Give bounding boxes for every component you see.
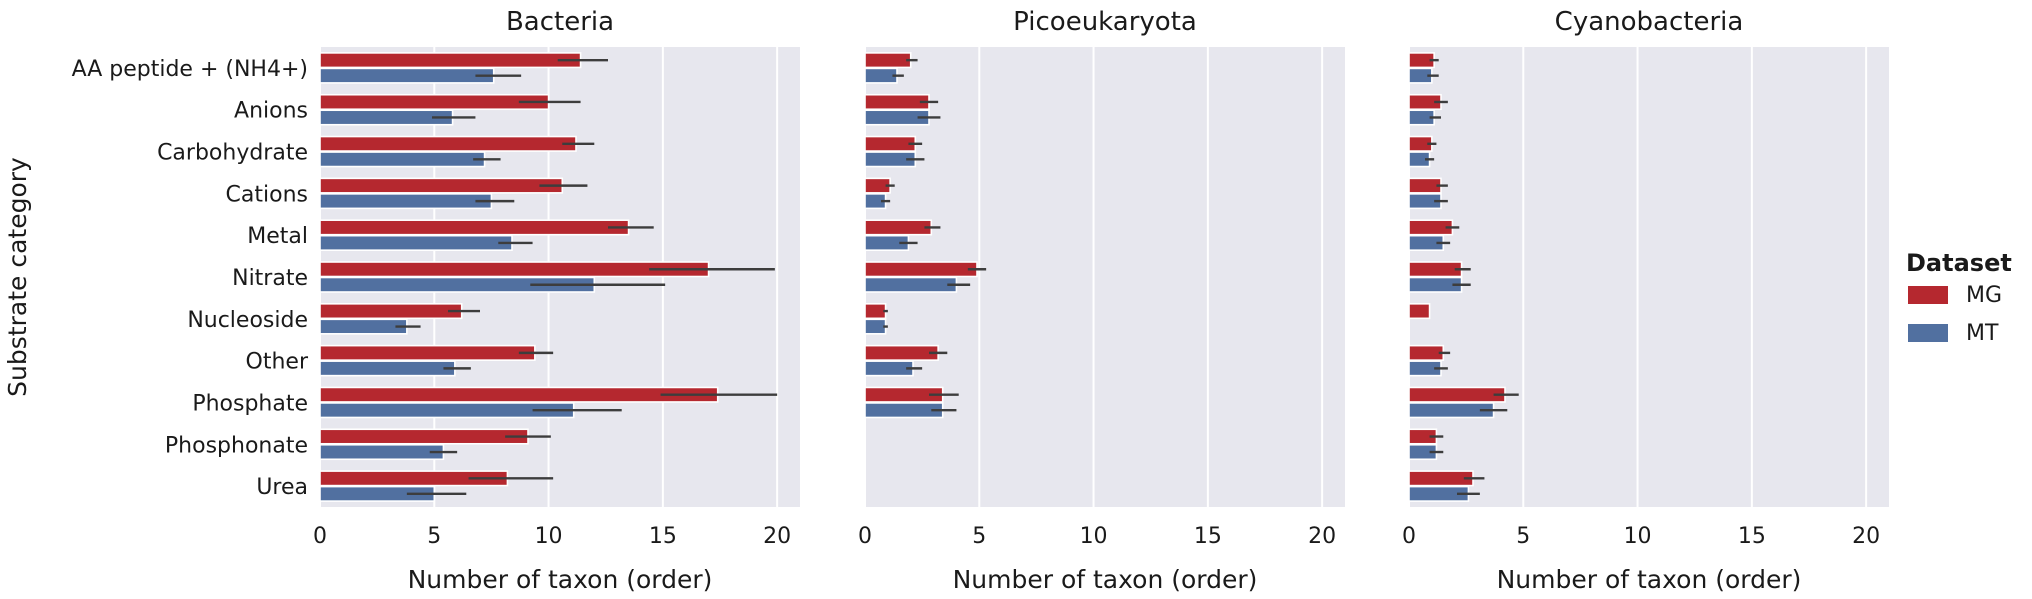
bar-mg — [319, 135, 577, 152]
bar-mg — [864, 303, 887, 320]
x-tick-label: 20 — [1852, 524, 1880, 549]
bar-mt — [864, 402, 944, 419]
bar-mt — [864, 67, 898, 84]
x-tick-label: 15 — [1738, 524, 1766, 549]
bar-mg — [864, 261, 978, 278]
x-axis-label: Number of taxon (order) — [408, 565, 713, 594]
x-tick-label: 5 — [1516, 524, 1530, 549]
bar-mg — [864, 93, 930, 111]
bar-mt — [319, 360, 456, 377]
x-axis-label: Number of taxon (order) — [1497, 565, 1802, 594]
x-tick-label: 20 — [1308, 524, 1336, 549]
category-label: Nucleoside — [187, 308, 308, 333]
bar-mg — [319, 219, 630, 236]
bar-mg — [1408, 470, 1474, 487]
bar-mg — [1408, 303, 1431, 320]
bar-mg — [864, 344, 939, 361]
category-label: Metal — [247, 224, 308, 249]
bar-mt — [319, 234, 513, 251]
category-label: Phosphate — [192, 391, 308, 416]
bar-mt — [319, 67, 495, 84]
y-axis-label: Substrate category — [3, 157, 32, 397]
bar-mg — [864, 52, 912, 69]
facet-bacteria: 0 5 10 15 20 Bacteria Number of taxon (order) — [313, 7, 800, 594]
bar-mg — [319, 303, 463, 320]
legend-label-mt: MT — [1966, 321, 1999, 346]
x-tick-label: 0 — [1402, 524, 1416, 549]
bar-mg — [864, 219, 933, 236]
bar-mg — [319, 386, 719, 403]
category-label: Other — [246, 350, 309, 375]
legend-label-mg: MG — [1966, 283, 2002, 308]
x-axis-label: Number of taxon (order) — [953, 565, 1258, 594]
legend: Dataset MG MT — [1906, 249, 2012, 346]
bar-mg — [1408, 261, 1463, 278]
x-tick-label: 20 — [763, 524, 791, 549]
bar-mg — [319, 93, 550, 111]
x-tick-label: 0 — [858, 524, 872, 549]
bar-mg — [1408, 177, 1442, 194]
bar-mg — [1408, 344, 1445, 361]
category-label: Urea — [256, 475, 308, 500]
bar-mt — [319, 318, 408, 335]
category-label: Phosphonate — [165, 433, 308, 458]
facet-title: Bacteria — [506, 7, 614, 37]
category-label: Cations — [226, 182, 308, 207]
bar-mt — [864, 360, 914, 377]
x-tick-label: 15 — [1194, 524, 1222, 549]
facet-picoeukaryota: 0 5 10 15 20 Picoeukaryota Number of taxon (or… — [858, 7, 1345, 594]
bar-mg — [319, 177, 564, 194]
x-tick-label: 0 — [313, 524, 327, 549]
bar-mg — [319, 428, 529, 445]
plot-background — [1409, 47, 1889, 507]
bar-mg — [319, 344, 536, 361]
category-label: Carbohydrate — [157, 141, 308, 166]
x-tick-label: 10 — [535, 524, 563, 549]
x-tick-label: 5 — [972, 524, 986, 549]
x-tick-label: 10 — [1080, 524, 1108, 549]
facet-title: Picoeukaryota — [1013, 7, 1197, 37]
bar-mt — [319, 443, 445, 461]
bar-mg — [864, 135, 917, 152]
category-label: AA peptide + (NH4+) — [72, 57, 308, 82]
x-tick-label: 10 — [1624, 524, 1652, 549]
category-labels: AA peptide + (NH4+) Anions Carbohydrate Cat… — [72, 57, 309, 500]
legend-title: Dataset — [1906, 249, 2012, 277]
bar-mt — [864, 318, 887, 335]
legend-swatch-mg — [1908, 286, 1948, 304]
bar-mg — [319, 52, 582, 69]
category-label: Nitrate — [232, 266, 308, 291]
x-tick-label: 15 — [649, 524, 677, 549]
category-label: Anions — [234, 99, 308, 124]
bar-mt — [319, 193, 493, 210]
bar-mt — [864, 276, 958, 293]
bar-mg — [1408, 386, 1506, 403]
bar-mt — [319, 151, 486, 168]
x-tick-label: 5 — [427, 524, 441, 549]
facet-cyanobacteria: 0 5 10 15 20 Cyanobacteria Number of taxon (or… — [1402, 7, 1889, 594]
legend-swatch-mt — [1908, 324, 1948, 342]
facet-title: Cyanobacteria — [1555, 7, 1744, 37]
